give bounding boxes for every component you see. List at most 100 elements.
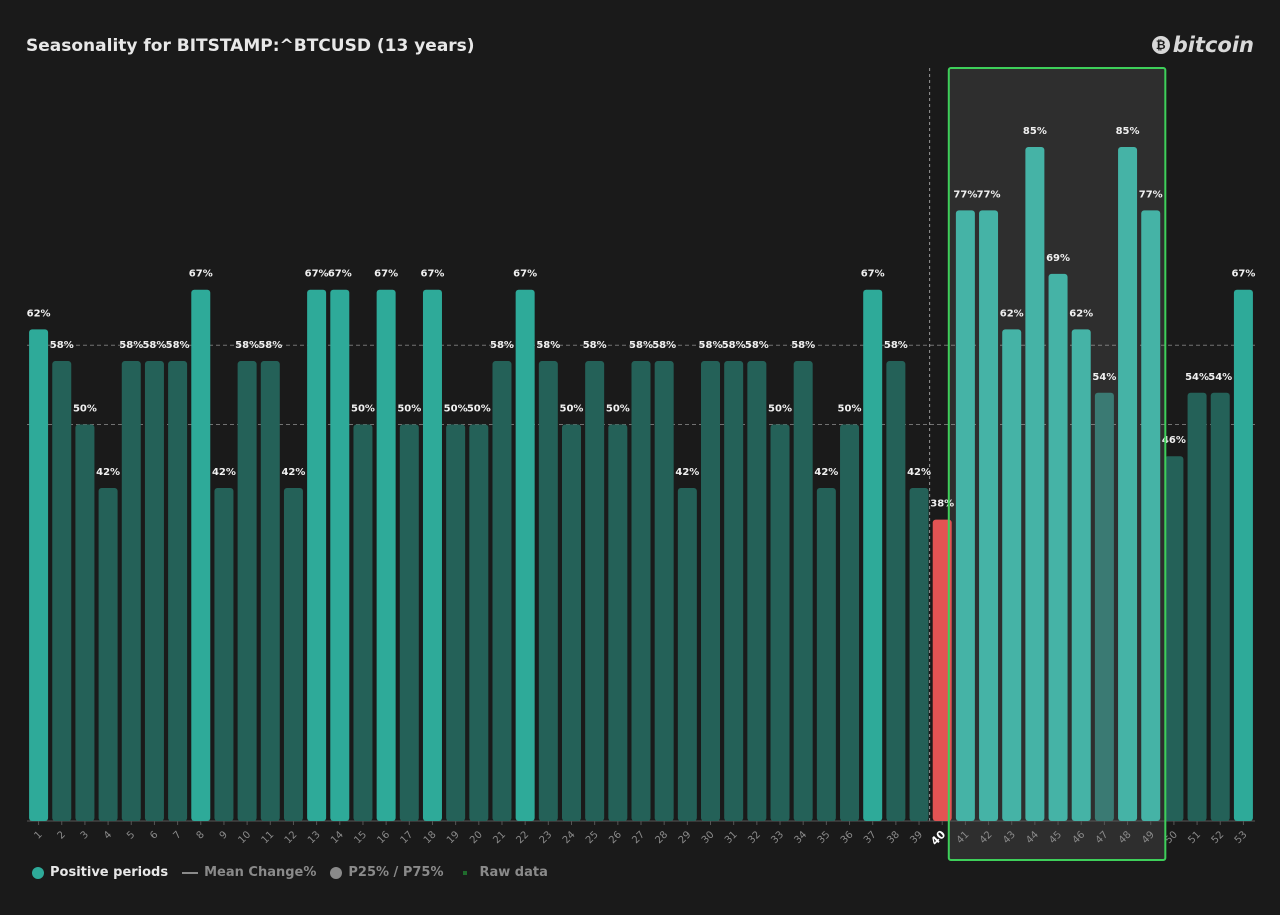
bar-week-47	[1094, 392, 1114, 821]
legend-item-mean-change[interactable]: Mean Change%	[182, 865, 316, 880]
data-label-week-29: 42%	[675, 467, 699, 478]
bar-week-14	[330, 289, 350, 821]
x-tick-label-week-53: 53	[1233, 829, 1250, 846]
x-tick-label-week-3: 3	[79, 829, 91, 841]
x-tick-label-week-32: 32	[746, 829, 763, 846]
bar-week-7	[168, 361, 188, 821]
data-label-week-12: 42%	[281, 467, 305, 478]
x-tick-label-week-6: 6	[148, 829, 160, 841]
bar-week-28	[654, 361, 674, 821]
bar-week-10	[237, 361, 257, 821]
x-tick-label-week-14: 14	[329, 829, 346, 846]
data-label-week-25: 58%	[583, 340, 607, 351]
bar-week-32	[747, 361, 767, 821]
legend-dot-icon	[330, 866, 343, 879]
data-label-week-30: 58%	[699, 340, 723, 351]
data-label-week-2: 58%	[50, 340, 74, 351]
chart-title: Seasonality for BITSTAMP:^BTCUSD (13 yea…	[26, 36, 475, 56]
data-label-week-6: 58%	[142, 340, 166, 351]
legend-label: Positive periods	[50, 865, 169, 880]
data-label-week-41: 77%	[953, 189, 977, 200]
data-label-week-46: 62%	[1069, 308, 1093, 319]
x-tick-label-week-36: 36	[839, 829, 856, 846]
data-label-week-44: 85%	[1023, 126, 1047, 137]
data-label-week-33: 50%	[768, 404, 792, 415]
bar-week-2	[52, 361, 72, 821]
bar-week-16	[376, 289, 396, 821]
bar-week-50	[1164, 456, 1184, 821]
data-label-week-21: 58%	[490, 340, 514, 351]
bar-week-25	[585, 361, 605, 821]
x-tick-label-week-27: 27	[630, 829, 647, 846]
x-tick-label-week-5: 5	[125, 829, 137, 841]
legend-label: P25% / P75%	[348, 865, 444, 880]
data-label-week-50: 46%	[1162, 435, 1186, 446]
data-label-week-9: 42%	[212, 467, 236, 478]
data-label-week-37: 67%	[861, 269, 885, 280]
bar-week-8	[191, 289, 211, 821]
data-label-week-3: 50%	[73, 404, 97, 415]
legend-item-raw-data[interactable]: Raw data	[457, 865, 548, 880]
bar-week-3	[75, 424, 95, 821]
bar-week-42	[979, 210, 999, 821]
data-label-week-47: 54%	[1092, 372, 1116, 383]
bar-week-34	[793, 361, 813, 821]
data-label-week-32: 58%	[745, 340, 769, 351]
x-tick-label-week-40: 40	[928, 828, 948, 848]
data-label-week-52: 54%	[1208, 372, 1232, 383]
x-tick-label-week-17: 17	[399, 829, 416, 846]
x-tick-label-week-13: 13	[306, 829, 323, 846]
legend-dot-icon	[32, 866, 44, 879]
x-tick-label-week-37: 37	[862, 829, 879, 846]
data-label-week-4: 42%	[96, 467, 120, 478]
bar-week-37	[863, 289, 883, 821]
x-tick-label-week-31: 31	[723, 829, 740, 846]
x-tick-label-week-12: 12	[283, 829, 300, 846]
legend-item-percentiles[interactable]: P25% / P75%	[330, 865, 443, 880]
highlight-box-border	[947, 67, 1167, 861]
x-tick-label-week-7: 7	[171, 829, 183, 841]
bar-week-20	[469, 424, 489, 821]
bar-week-48	[1118, 146, 1138, 821]
bar-week-33	[770, 424, 790, 821]
data-label-week-1: 62%	[27, 308, 51, 319]
legend-item-positive-periods[interactable]: Positive periods	[32, 865, 168, 880]
bar-week-19	[446, 424, 466, 821]
x-tick-label-week-20: 20	[468, 829, 485, 846]
x-tick-label-week-34: 34	[793, 829, 810, 846]
bar-week-21	[492, 361, 512, 821]
bar-week-40	[932, 519, 952, 821]
x-tick-label-week-24: 24	[561, 829, 578, 846]
bar-week-36	[840, 424, 860, 821]
data-label-week-35: 42%	[814, 467, 838, 478]
bar-week-18	[422, 289, 442, 821]
bar-week-53	[1233, 289, 1253, 821]
bar-week-13	[307, 289, 327, 821]
bar-week-43	[1002, 329, 1022, 821]
bar-week-35	[816, 487, 836, 821]
bar-week-26	[608, 424, 628, 821]
x-tick-label-week-21: 21	[491, 829, 508, 846]
bar-week-22	[515, 289, 535, 821]
data-label-week-5: 58%	[119, 340, 143, 351]
data-label-week-7: 58%	[166, 340, 190, 351]
x-tick-label-week-28: 28	[654, 829, 671, 846]
data-label-week-36: 50%	[838, 404, 862, 415]
x-tick-label-week-26: 26	[607, 829, 624, 846]
data-label-week-45: 69%	[1046, 253, 1070, 264]
x-tick-label-week-51: 51	[1186, 829, 1203, 846]
data-label-week-40: 38%	[930, 499, 954, 510]
bitcoin-icon: ₿	[1151, 36, 1170, 54]
legend-line-icon	[182, 871, 199, 874]
data-label-week-28: 58%	[652, 340, 676, 351]
bar-week-23	[538, 361, 558, 821]
data-label-week-19: 50%	[444, 404, 468, 415]
chart-legend: Positive periods Mean Change% P25% / P75…	[32, 865, 548, 880]
bar-week-6	[144, 361, 164, 821]
bar-week-38	[886, 361, 906, 821]
x-tick-label-week-30: 30	[700, 829, 717, 846]
data-label-week-53: 67%	[1231, 269, 1255, 280]
x-tick-label-week-15: 15	[352, 829, 369, 846]
bar-week-46	[1071, 329, 1091, 821]
